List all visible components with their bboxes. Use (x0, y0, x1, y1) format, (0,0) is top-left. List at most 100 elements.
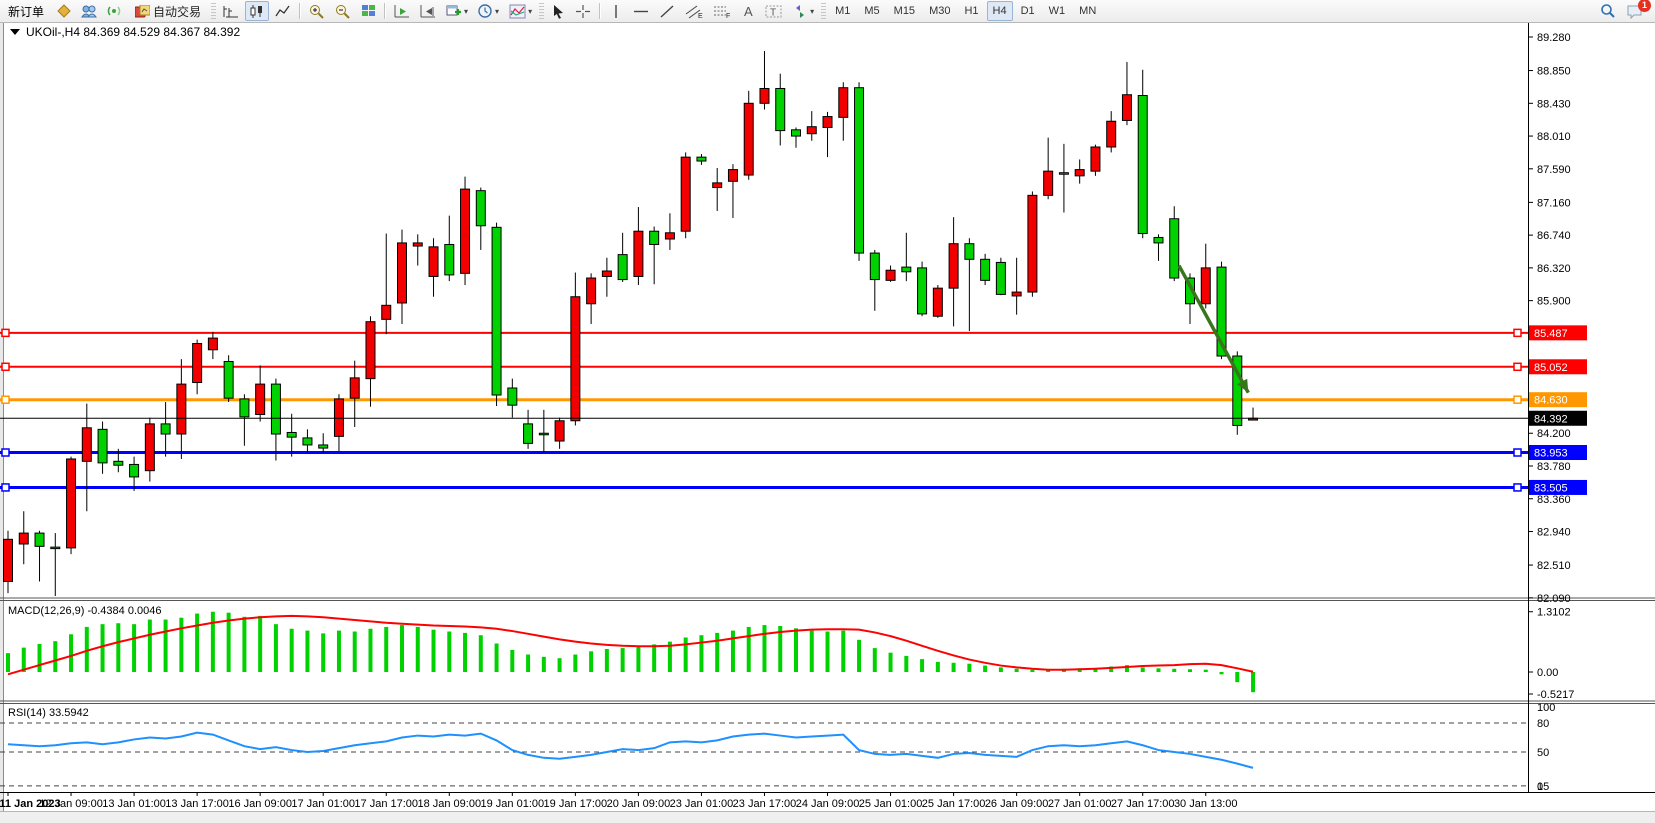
macd-histogram-bar (415, 626, 420, 672)
candle-down (901, 266, 912, 273)
candle-up (176, 383, 187, 435)
bar-chart-icon[interactable] (219, 1, 243, 21)
zoom-in-icon[interactable] (305, 1, 329, 21)
channel-icon[interactable]: E (681, 1, 707, 21)
macd-histogram-bar (321, 633, 326, 672)
candle-up (680, 156, 691, 232)
line-handle[interactable] (1513, 448, 1522, 457)
macd-histogram-bar (904, 655, 909, 672)
candle-down (617, 254, 628, 281)
candle-down (791, 129, 801, 137)
macd-histogram-bar (289, 628, 294, 672)
macd-histogram-bar (1235, 672, 1240, 683)
time-tick-label: 23 Jan 17:00 (733, 798, 797, 810)
tf-button-W1[interactable]: W1 (1048, 5, 1066, 17)
candle-chart-icon[interactable] (245, 1, 270, 21)
line-handle[interactable] (1513, 362, 1522, 372)
line-handle[interactable] (1513, 483, 1522, 492)
macd-histogram-bar (384, 626, 389, 672)
candle-down (1058, 172, 1069, 175)
time-tick-label: 30 Jan 13:00 (1174, 798, 1238, 810)
tf-button-H1[interactable]: H1 (964, 5, 979, 17)
candle-down (239, 398, 250, 418)
chart-area[interactable]: MACD(12,26,9) -0.4384 0.0046 RSI(14) 33.5… (0, 22, 1655, 823)
rsi-axis-label: 100 (1537, 702, 1555, 714)
gold-coin-icon[interactable] (53, 1, 75, 21)
candle-up (3, 538, 13, 582)
line-handle[interactable] (1, 448, 10, 457)
auto-scroll-icon[interactable] (390, 1, 414, 21)
macd-histogram-bar (541, 656, 546, 672)
tf-button-H4[interactable]: H4 (986, 1, 1013, 21)
cursor-icon[interactable] (547, 1, 569, 21)
trendline-icon[interactable] (655, 1, 679, 21)
tf-button-M1[interactable]: M1 (835, 5, 851, 17)
rsi-pane: RSI(14) 33.5942 (0, 707, 1528, 787)
price-tick-label: 88.430 (1537, 98, 1571, 110)
period-button[interactable]: ▾ (474, 1, 503, 21)
line-handle[interactable] (1, 483, 10, 492)
line-handle[interactable] (1, 328, 10, 338)
candle-up (1043, 170, 1054, 196)
autotrade-button[interactable]: 自动交易 (128, 1, 208, 21)
line-handle[interactable] (1, 362, 10, 372)
candle-down (491, 226, 502, 396)
tf-button-D1[interactable]: D1 (1020, 5, 1035, 17)
macd-histogram-bar (715, 632, 720, 672)
macd-histogram-bar (116, 623, 121, 672)
chevron-down-icon: ▾ (464, 6, 469, 16)
new-chart-button[interactable]: ▾ (442, 1, 472, 21)
macd-histogram-bar (841, 630, 846, 672)
notifications-icon[interactable]: 1 (1622, 0, 1651, 21)
tf-button-MN[interactable]: MN (1079, 5, 1097, 17)
tile-windows-icon[interactable] (357, 1, 380, 21)
macd-histogram-bar (53, 641, 58, 672)
candle-down (1153, 236, 1164, 244)
candle-up (18, 532, 29, 545)
chart-shift-icon[interactable] (416, 1, 440, 21)
candle-up (664, 232, 675, 240)
text-icon[interactable]: A (737, 1, 759, 21)
line-chart-icon[interactable] (271, 1, 295, 21)
community-icon[interactable] (77, 1, 101, 21)
macd-histogram-bar (683, 637, 688, 672)
new-order-button[interactable]: 新订单 (1, 1, 51, 21)
macd-histogram-bar (667, 641, 672, 672)
horizontal-line-icon[interactable] (629, 1, 653, 21)
tf-button-M30[interactable]: M30 (929, 5, 951, 17)
search-icon[interactable] (1596, 1, 1620, 21)
zoom-out-icon[interactable] (331, 1, 355, 21)
tf-button-M5[interactable]: M5 (864, 5, 880, 17)
vertical-line-icon[interactable] (605, 1, 627, 21)
line-handle[interactable] (1, 395, 10, 404)
one-click-trading-toggle[interactable] (10, 29, 20, 35)
price-line-badge-83.953: 83.953 (1529, 445, 1587, 461)
crosshair-icon[interactable] (571, 1, 595, 21)
price-tick-label: 83.780 (1537, 461, 1571, 473)
fibonacci-icon[interactable]: F (709, 1, 735, 21)
candle-up (601, 270, 612, 277)
chevron-down-icon: ▾ (528, 6, 533, 16)
macd-histogram-bar (778, 626, 783, 672)
toolbar-separator (299, 3, 302, 19)
rsi-label: RSI(14) 33.5942 (8, 707, 89, 719)
svg-text:85.487: 85.487 (1534, 328, 1568, 340)
line-handle[interactable] (1513, 395, 1522, 404)
macd-histogram-bar (1014, 668, 1019, 672)
macd-histogram-bar (1124, 665, 1129, 672)
line-handle[interactable] (1513, 328, 1522, 338)
shapes-icon[interactable]: ▾ (788, 1, 818, 21)
candle-down (1216, 266, 1227, 357)
tf-button-M15[interactable]: M15 (893, 5, 916, 17)
candle-up (81, 427, 92, 462)
candle-down (964, 243, 975, 260)
rsi-axis-label: 50 (1537, 747, 1549, 759)
indicators-button[interactable]: ▾ (505, 1, 536, 21)
macd-axis-label: 0.00 (1537, 667, 1558, 679)
candle-up (1074, 169, 1085, 177)
rsi-axis-label: 0 (1537, 781, 1543, 793)
trend-arrow-annotation[interactable] (1177, 264, 1250, 394)
signals-icon[interactable] (103, 1, 126, 21)
label-icon[interactable]: T (761, 1, 786, 21)
macd-histogram-bar (794, 628, 798, 672)
